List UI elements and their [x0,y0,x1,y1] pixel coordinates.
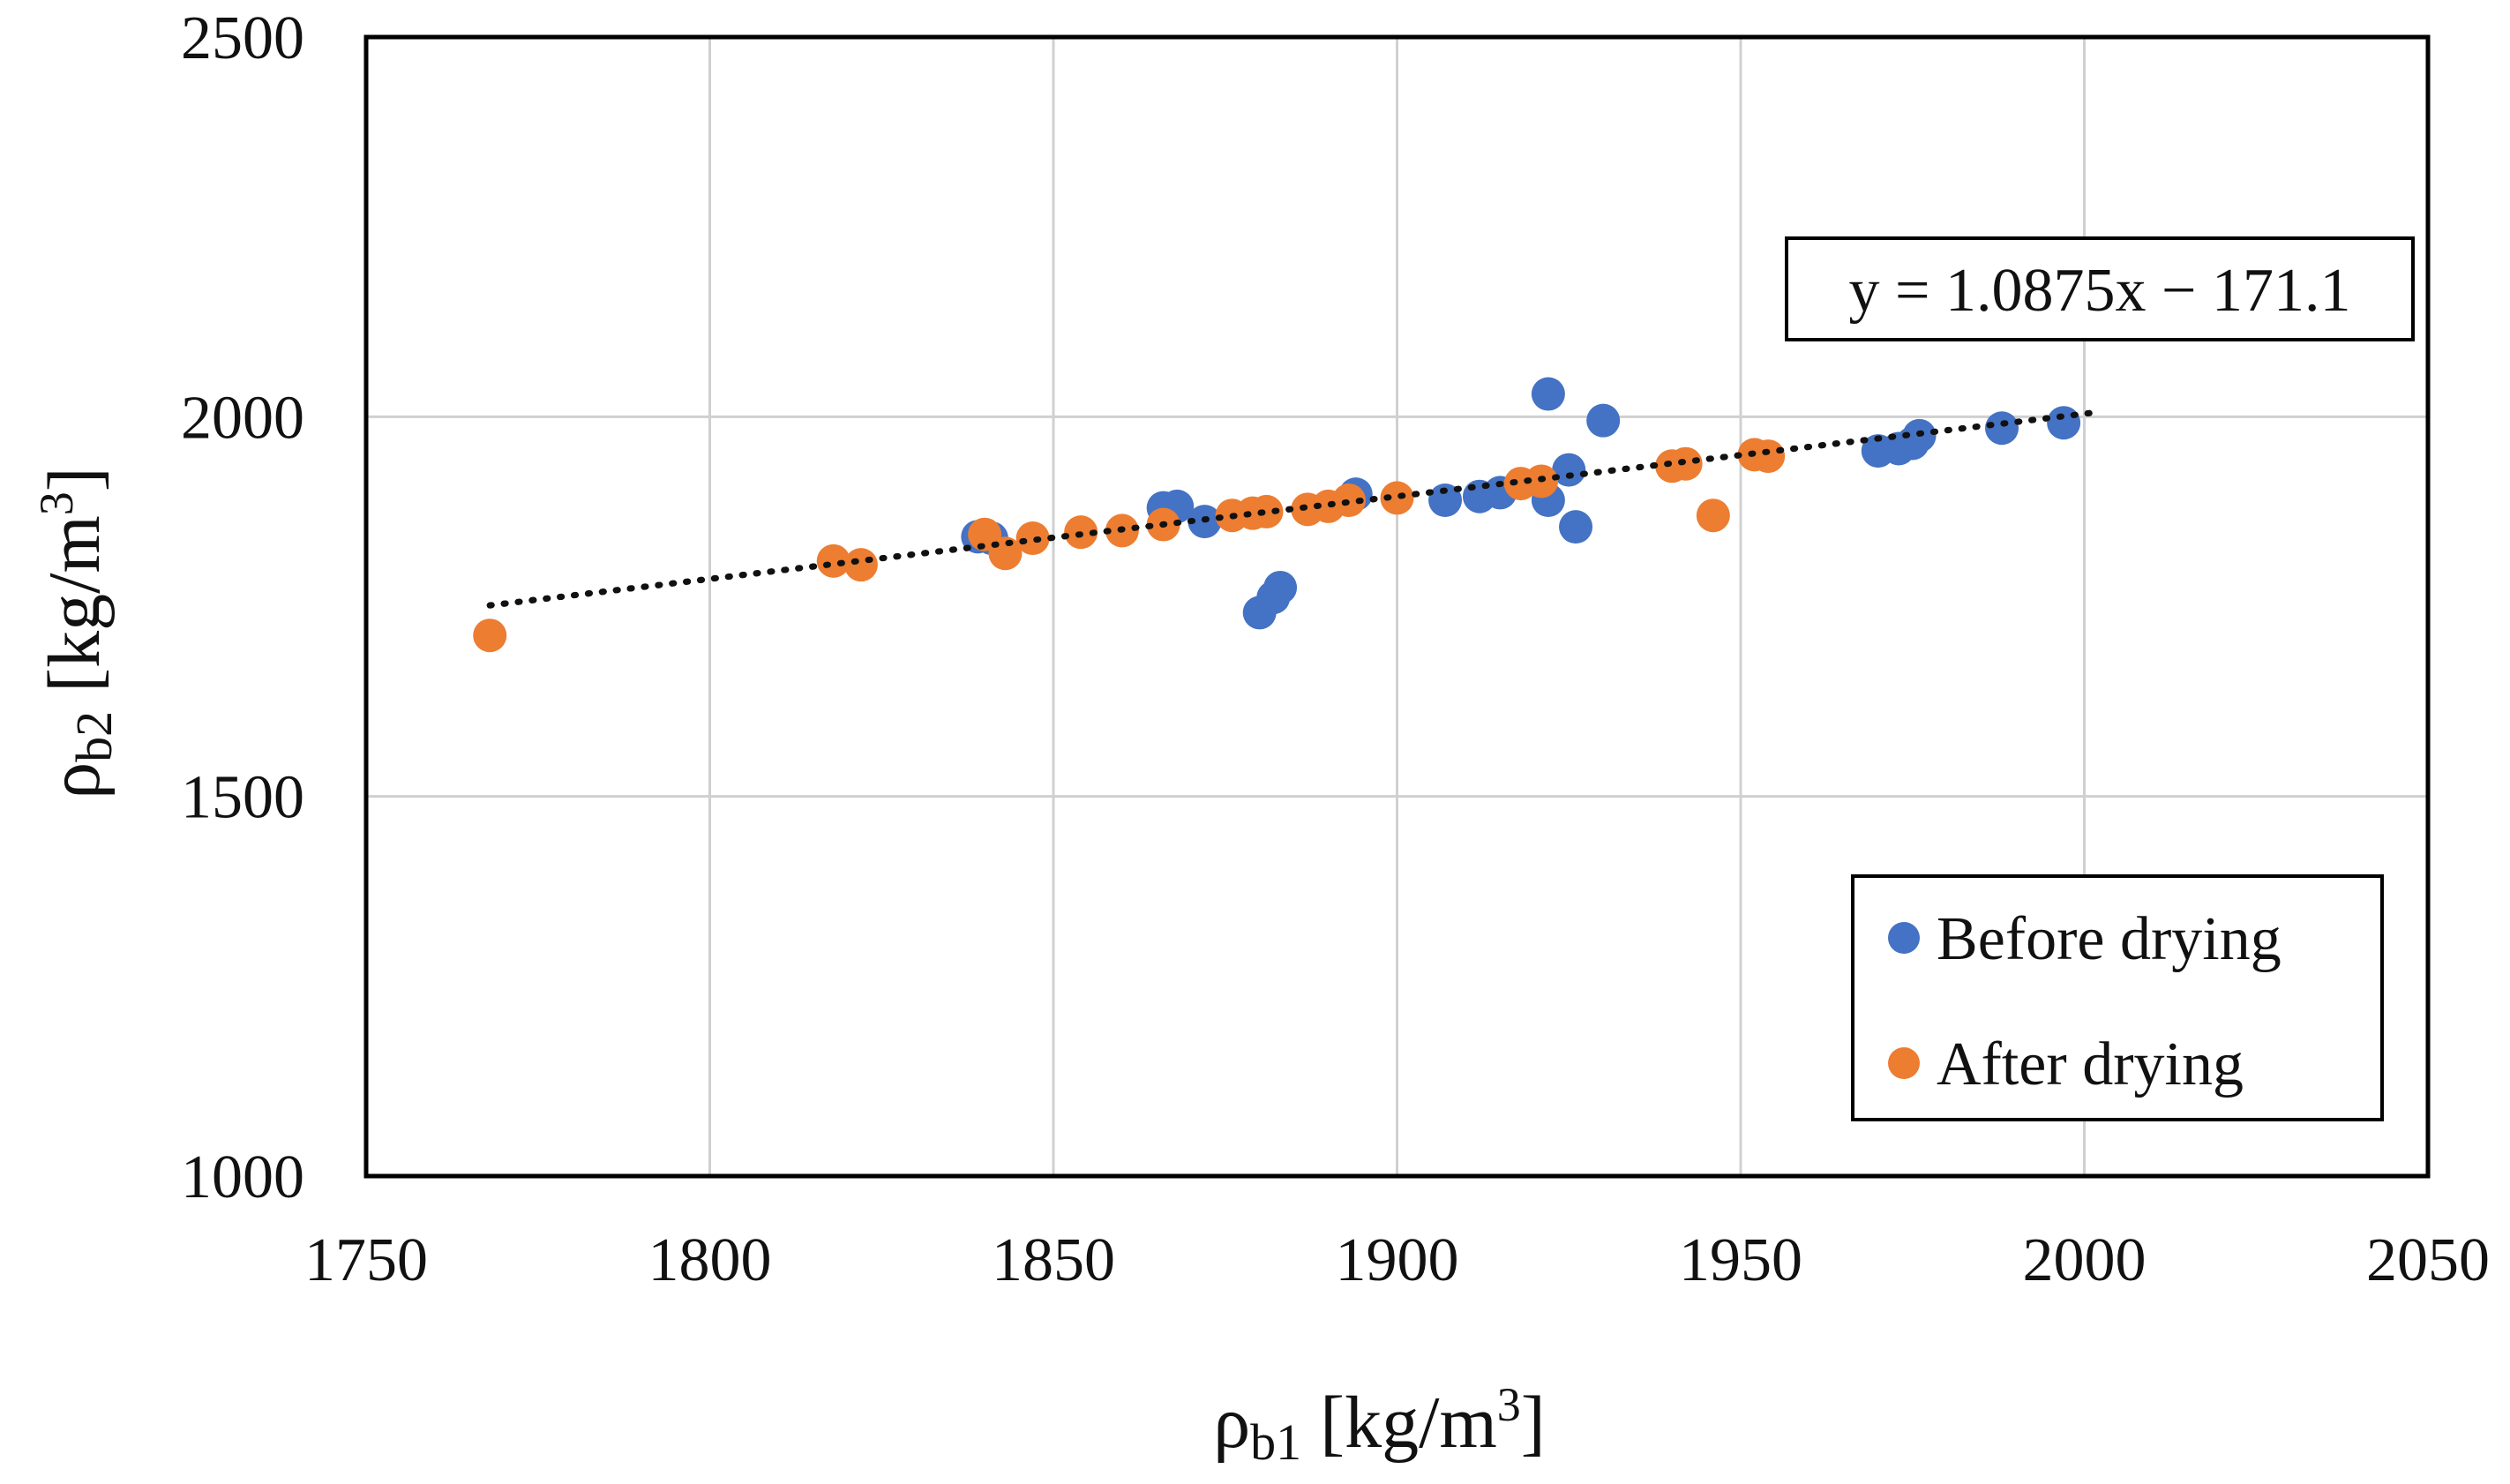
trendline-equation-box: y = 1.0875x − 171.1 [1785,236,2415,341]
x-axis-title: ρb1 [kg/m3] [1213,1378,1546,1471]
data-point [1559,510,1593,544]
data-point [1428,483,1463,518]
data-point [843,548,878,582]
y-axis-ticks: 1000 1500 2000 2500 [181,4,304,1211]
x-tick-label: 1800 [648,1226,772,1294]
y-tick-label: 1500 [181,764,304,832]
data-point [1331,483,1366,518]
data-point [1586,403,1621,438]
data-point [1985,411,2019,446]
data-point [1015,521,1050,556]
x-axis-ticks: 1750 1800 1850 1900 1950 2000 2050 [304,1226,2490,1294]
series-after-drying [473,438,1786,653]
data-point [1668,446,1703,481]
legend-label-after-drying: After drying [1937,1031,2244,1098]
legend-marker-before-drying [1888,922,1920,954]
x-tick-label: 2000 [2023,1226,2147,1294]
data-point [1696,498,1730,533]
series-before-drying [961,377,2081,630]
plot-area-frame [363,34,2431,1179]
data-point [1380,481,1414,515]
data-point [1751,439,1786,474]
data-points [473,377,2081,653]
data-point [1263,570,1298,604]
x-tick-label: 1850 [992,1226,1115,1294]
data-point [1552,453,1586,487]
x-tick-label: 1750 [304,1226,428,1294]
x-tick-label: 2050 [2366,1226,2490,1294]
legend: Before drying After drying [1851,874,2384,1121]
x-tick-label: 1900 [1336,1226,1459,1294]
data-point [473,618,507,653]
y-tick-label: 1000 [181,1143,304,1211]
y-axis-title: ρb2 [kg/m3] [30,467,123,799]
x-tick-label: 1950 [1679,1226,1802,1294]
data-point [1531,377,1565,411]
data-point [816,543,850,578]
legend-label-before-drying: Before drying [1937,905,2281,973]
trendline-overlay [486,409,2094,609]
y-tick-label: 2000 [181,384,304,452]
legend-marker-after-drying [1888,1047,1920,1079]
y-tick-label: 2500 [181,4,304,72]
trendline-equation: y = 1.0875x − 171.1 [1849,257,2351,325]
data-point [1249,494,1284,528]
trendline-path [486,409,2094,609]
data-point [2047,406,2081,440]
